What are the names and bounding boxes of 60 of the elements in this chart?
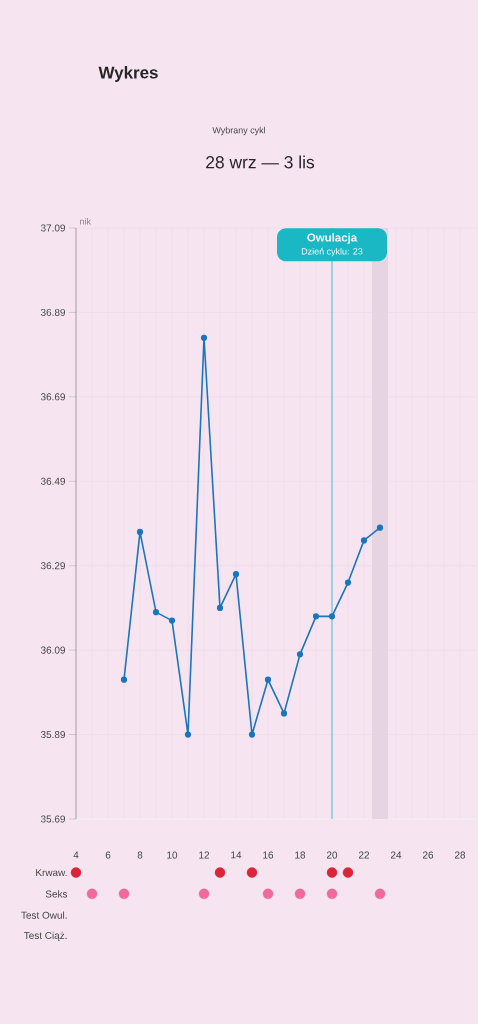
- y-tick-label: Seks: [45, 890, 68, 898]
- point: [280, 710, 288, 717]
- point: [216, 604, 224, 612]
- y-tick-label: 35.69: [40, 815, 66, 823]
- y-tick-label: Krwaw.: [36, 869, 67, 877]
- point: [118, 888, 130, 900]
- point: [198, 888, 210, 900]
- point: [200, 334, 208, 341]
- chart-title: Wykres: [98, 66, 158, 82]
- x-tick-label: 4: [73, 851, 79, 859]
- y-tick-label: 36.49: [40, 477, 66, 485]
- y-axis-title: nik: [80, 217, 91, 225]
- y-tick-label: Test Ciąż.: [23, 931, 67, 942]
- x-tick-label: 6: [105, 851, 111, 859]
- point: [246, 867, 258, 878]
- point: [248, 731, 256, 738]
- x-tick-label: 16: [263, 851, 274, 859]
- point: [326, 888, 338, 900]
- point: [214, 867, 226, 878]
- y-tick-label: 35.89: [40, 731, 66, 739]
- chart-subtitle: Wybrany cykl: [212, 126, 266, 136]
- point: [86, 888, 98, 900]
- point: [70, 867, 82, 878]
- point: [184, 731, 192, 738]
- point: [376, 524, 384, 531]
- point: [168, 617, 176, 624]
- point: [296, 651, 304, 658]
- x-tick-label: 28: [454, 851, 466, 859]
- y-tick-label: 36.09: [40, 646, 66, 654]
- point: [136, 528, 144, 536]
- point: [232, 571, 240, 578]
- x-tick-label: 12: [199, 851, 210, 859]
- x-tick-label: 10: [167, 851, 178, 859]
- point: [264, 676, 272, 683]
- point: [120, 676, 128, 683]
- annotation: Dzień cyklu: 23: [301, 247, 363, 257]
- y-tick-label: 36.29: [40, 562, 66, 570]
- point: [360, 537, 368, 544]
- point: [152, 609, 160, 616]
- x-tick-label: 22: [358, 851, 370, 859]
- point: [294, 888, 306, 900]
- point: [374, 888, 386, 900]
- y-tick-label: 36.69: [40, 393, 66, 401]
- ref-line-label: Owulacja: [307, 233, 358, 244]
- x-tick-label: 24: [390, 851, 402, 859]
- point: [344, 579, 352, 586]
- x-tick-label: 8: [137, 851, 143, 859]
- point: [312, 613, 320, 620]
- y-tick-label: 36.89: [40, 308, 66, 316]
- x-tick-label: 26: [422, 851, 434, 859]
- point: [342, 867, 354, 878]
- text: 28 wrz — 3 lis: [206, 155, 315, 169]
- point: [328, 613, 336, 620]
- point: [326, 867, 338, 878]
- x-tick-label: 18: [295, 851, 306, 859]
- y-tick-label: Test Owul.: [21, 911, 67, 919]
- x-tick-label: 14: [231, 851, 242, 859]
- point: [262, 888, 274, 900]
- x-tick-label: 20: [326, 851, 338, 859]
- y-tick-label: 37.09: [40, 224, 66, 232]
